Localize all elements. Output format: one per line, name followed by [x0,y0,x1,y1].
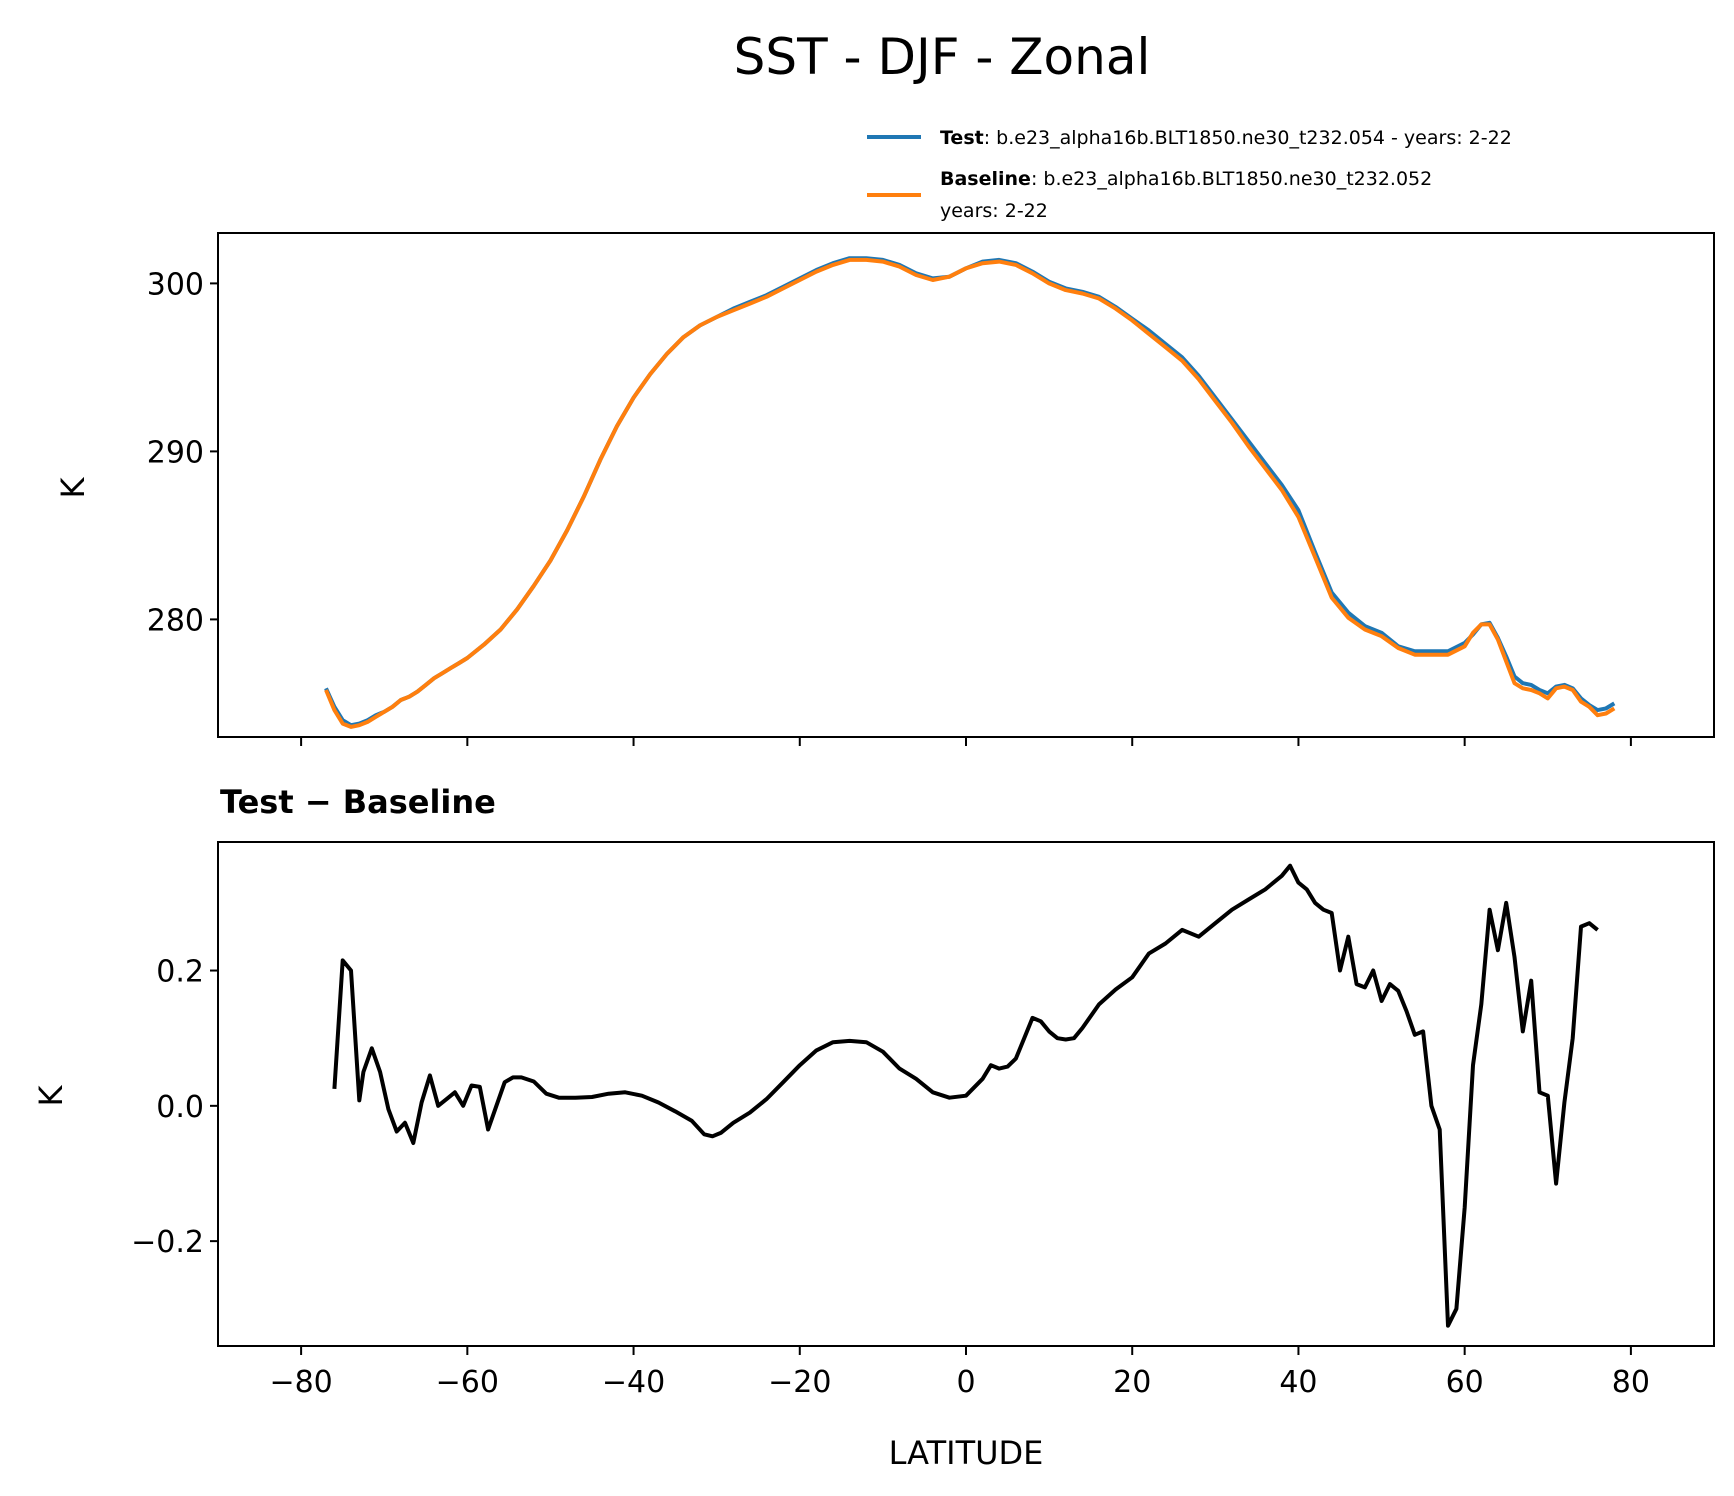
bottom-xtick-label: 80 [1612,1365,1650,1400]
top-series-baseline [324,257,1616,729]
bottom-ticks: −0.2 0.0 0.2 −80 −60 −40 −20 0 20 40 60 80 [131,955,1650,1400]
top-ytick-label: 280 [147,603,204,638]
bottom-xtick-label: −60 [436,1365,499,1400]
legend-baseline-label: Baseline: b.e23_alpha16b.BLT1850.ne30_t2… [940,168,1432,190]
bottom-xtick-label: 40 [1279,1365,1317,1400]
bottom-xtick-label: −80 [269,1365,332,1400]
bottom-panel-frame [217,841,1715,1347]
legend-test-text: : b.e23_alpha16b.BLT1850.ne30_t232.054 -… [984,127,1512,149]
bottom-panel-title: Test − Baseline [220,783,496,821]
bottom-series-test-baseline [332,863,1599,1328]
top-lines [324,256,1616,729]
top-panel: 280 290 300 K [54,232,1715,746]
top-ytick-label: 300 [147,267,204,302]
legend-baseline-text: : b.e23_alpha16b.BLT1850.ne30_t232.052 [1031,168,1432,190]
bottom-xtick-label: −40 [602,1365,665,1400]
bottom-ylabel: K [32,1084,70,1106]
legend-baseline-label-line2: years: 2-22 [940,200,1048,222]
bottom-xtick-label: 0 [956,1365,975,1400]
bottom-panel: Test − Baseline −0.2 0.0 0.2 −80 −60 −40 −20 0 2… [32,783,1715,1472]
legend: Test: b.e23_alpha16b.BLT1850.ne30_t232.0… [867,127,1512,222]
bottom-ytick-label: −0.2 [131,1225,204,1260]
bottom-xlabel: LATITUDE [889,1434,1044,1472]
bottom-xtick-label: 20 [1113,1365,1151,1400]
figure-title: SST - DJF - Zonal [734,28,1151,86]
bottom-xtick-label: −20 [768,1365,831,1400]
bottom-xtick-label: 60 [1446,1365,1484,1400]
legend-baseline-name: Baseline [940,168,1031,190]
bottom-lines [332,863,1599,1328]
top-ylabel: K [54,476,92,498]
bottom-ytick-label: 0.2 [156,955,204,990]
bottom-ytick-label: 0.0 [156,1090,204,1125]
legend-test-label: Test: b.e23_alpha16b.BLT1850.ne30_t232.0… [940,127,1512,149]
top-panel-frame [217,232,1715,738]
top-ytick-label: 290 [147,435,204,470]
top-ticks: 280 290 300 [147,267,1632,746]
legend-test-name: Test [940,127,984,149]
